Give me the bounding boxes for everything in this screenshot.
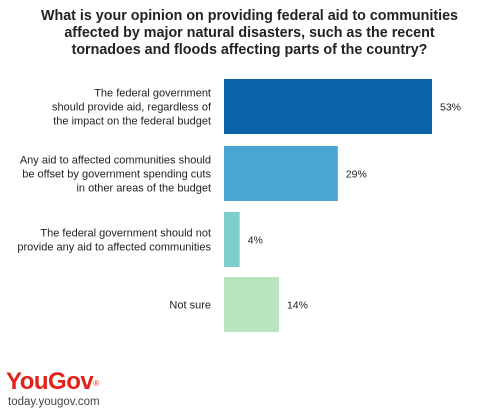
title-line-2: affected by major natural disasters, suc… (64, 25, 435, 41)
bar-4 (224, 277, 279, 332)
logo-text: YouGov (6, 368, 94, 395)
category-label-2-line-3: in other areas of the budget (76, 183, 211, 195)
trademark-symbol: ® (93, 379, 99, 388)
bar-1 (224, 79, 432, 134)
category-label-2-line-2: be offset by government spending cuts (22, 169, 211, 181)
bar-3 (224, 212, 240, 267)
value-label-3: 4% (248, 235, 263, 247)
category-label-3-line-2: provide any aid to affected communities (17, 242, 211, 254)
value-label-2: 29% (346, 169, 367, 181)
category-label-1-line-3: the impact on the federal budget (53, 116, 211, 128)
category-label-4-line-1: Not sure (169, 300, 211, 312)
bar-2 (224, 146, 338, 201)
category-label-2-line-1: Any aid to affected communities should (20, 155, 211, 167)
category-label-3-line-1: The federal government should not (40, 228, 211, 240)
title-line-1: What is your opinion on providing federa… (40, 8, 458, 24)
title-line-3: tornadoes and floods affecting parts of … (71, 42, 428, 58)
value-label-4: 14% (287, 300, 308, 312)
site-url: today.yougov.com (8, 396, 100, 408)
value-label-1: 53% (440, 102, 461, 114)
category-label-1-line-1: The federal government (94, 88, 211, 100)
chart-title: What is your opinion on providing federa… (0, 8, 499, 59)
yougov-logo: YouGov® (6, 370, 99, 394)
category-label-1-line-2: should provide aid, regardless of (52, 102, 212, 114)
